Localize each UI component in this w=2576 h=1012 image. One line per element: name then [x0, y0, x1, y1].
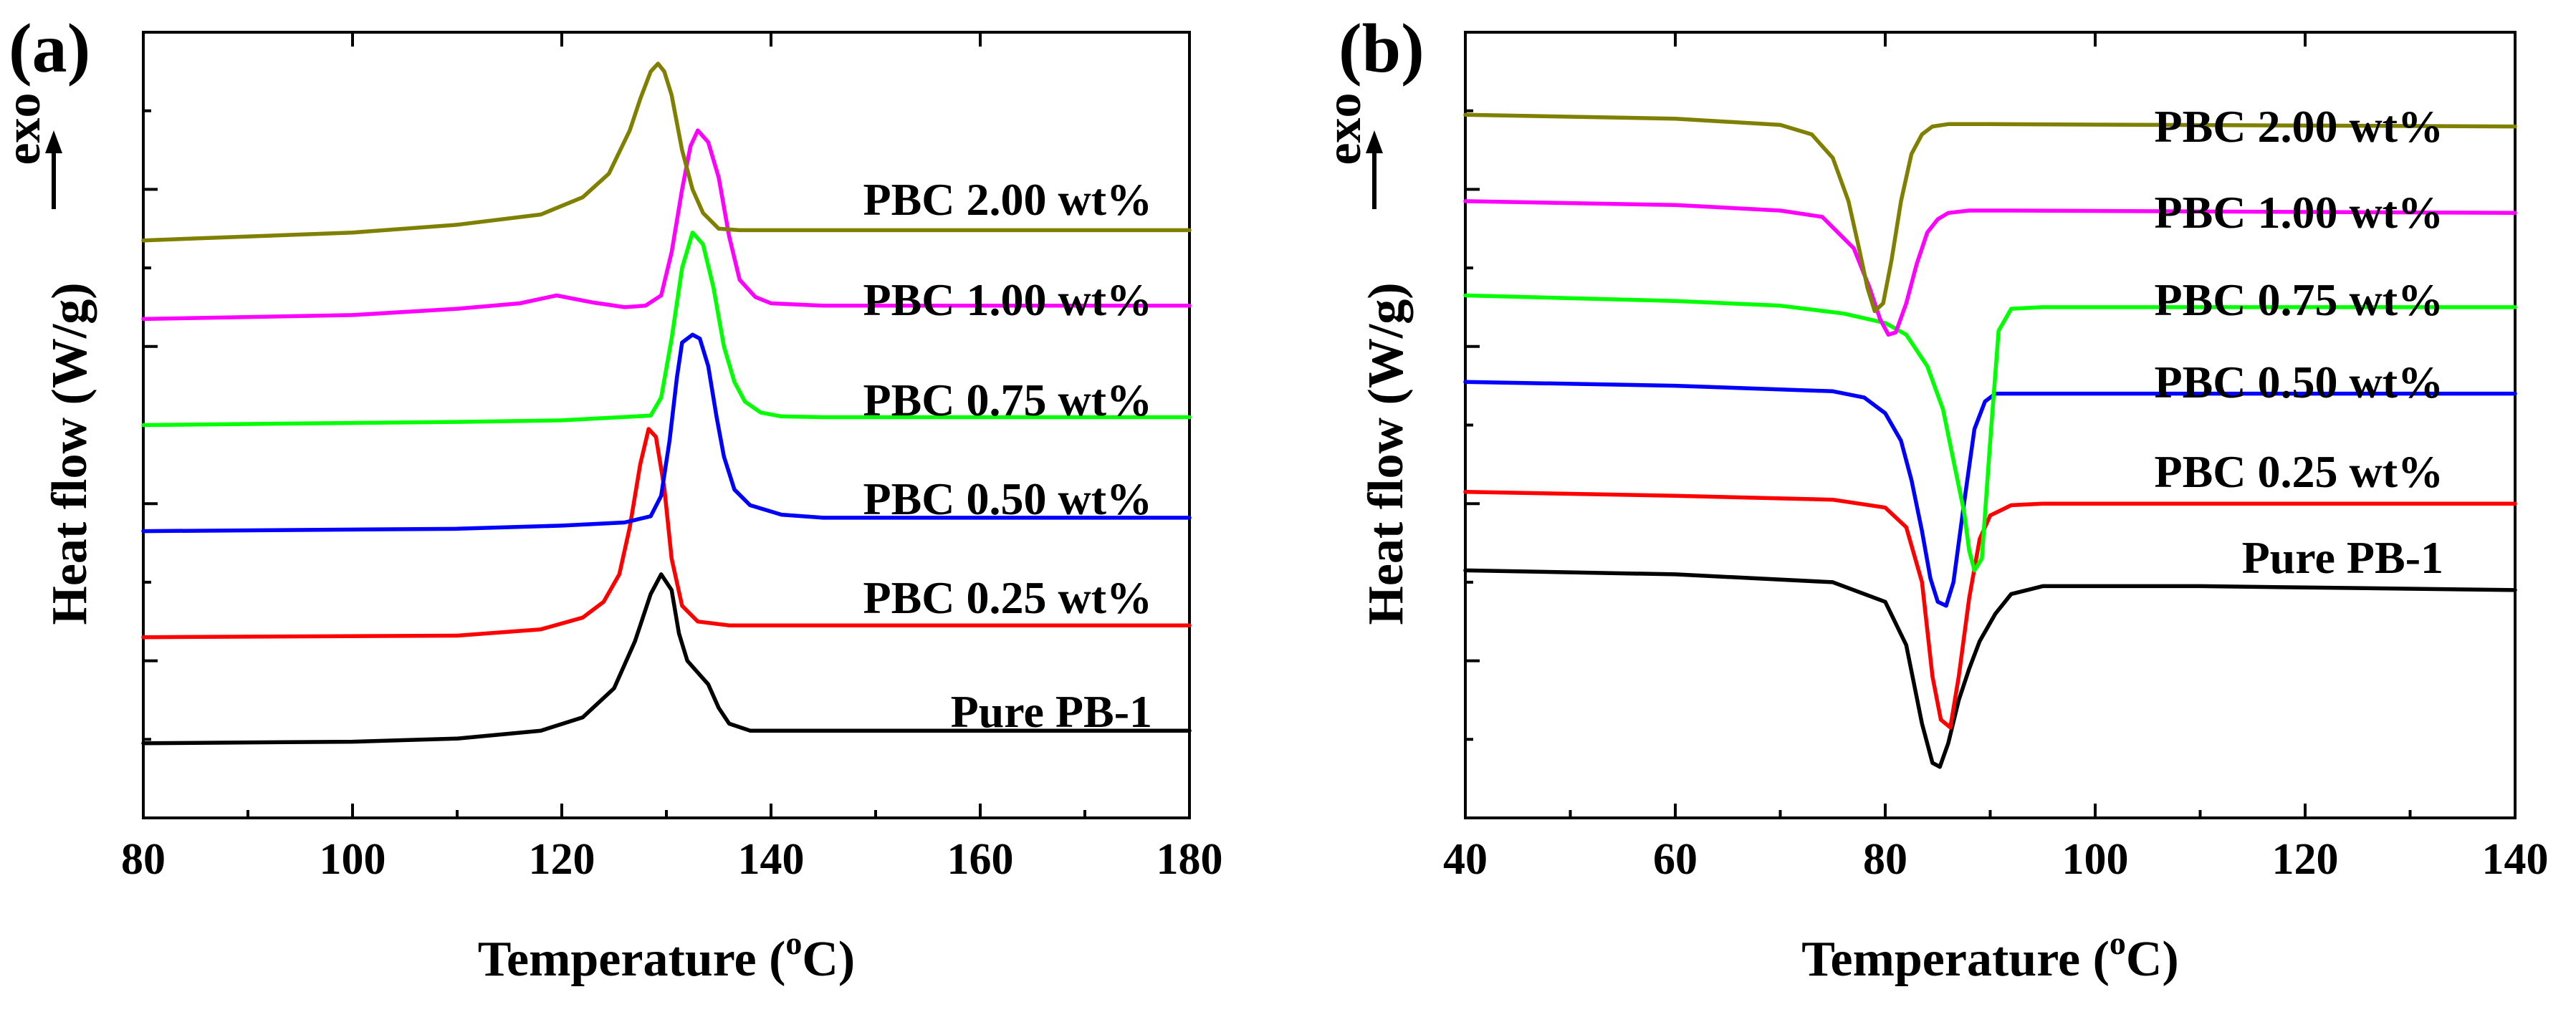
legend-label-5: PBC 2.00 wt%: [2154, 101, 2443, 152]
x-tick-label: 60: [1653, 835, 1698, 884]
y-axis-title: Heat flow (W/g): [42, 282, 97, 625]
exo-label: exo: [0, 92, 51, 165]
panel-label: (a): [9, 10, 90, 87]
legend-label-1: PBC 0.25 wt%: [2154, 446, 2443, 497]
x-tick-label: 80: [121, 835, 166, 884]
legend-label-3: PBC 0.75 wt%: [2154, 274, 2443, 325]
panel-label: (b): [1339, 10, 1425, 87]
series-line-2: [141, 332, 1192, 534]
series-line-4: [1463, 199, 2517, 337]
series-line-0: [141, 572, 1192, 746]
x-tick-label: 100: [2062, 835, 2129, 884]
series-line-0: [1463, 568, 2517, 769]
legend-label-3: PBC 0.75 wt%: [863, 375, 1152, 425]
legend-label-2: PBC 0.50 wt%: [863, 473, 1152, 524]
series-line-1: [1463, 489, 2517, 730]
exo-up-arrow-icon: [45, 130, 62, 209]
legend-label-0: Pure PB-1: [2242, 532, 2443, 583]
x-tick-label: 120: [2272, 835, 2339, 884]
legend-label-4: PBC 1.00 wt%: [2154, 187, 2443, 238]
x-tick-label: 100: [320, 835, 386, 884]
legend-label-2: PBC 0.50 wt%: [2154, 357, 2443, 408]
x-axis-title: Temperature (oC): [478, 925, 856, 987]
series-line-3: [1463, 293, 2517, 573]
series-line-3: [141, 230, 1192, 428]
exo-up-arrow-icon: [1366, 130, 1383, 209]
x-tick-label: 140: [738, 835, 805, 884]
series-line-5: [1463, 112, 2517, 314]
legend-label-5: PBC 2.00 wt%: [863, 174, 1152, 225]
x-tick-label: 180: [1157, 835, 1223, 884]
x-tick-label: 160: [947, 835, 1014, 884]
legend-label-0: Pure PB-1: [951, 686, 1152, 737]
exo-label: exo: [1316, 92, 1371, 165]
x-tick-label: 40: [1443, 835, 1488, 884]
x-tick-label: 140: [2482, 835, 2549, 884]
x-axis-title: Temperature (oC): [1801, 925, 2179, 987]
panel-a: 80 100 120 140 160 180 Temperature (oC) Heat fl…: [0, 10, 1223, 987]
x-tick-label: 80: [1863, 835, 1907, 884]
y-axis-title: Heat flow (W/g): [1359, 282, 1414, 625]
series-line-1: [141, 427, 1192, 640]
x-tick-label: 120: [529, 835, 595, 884]
panel-b: 40 60 80 100 120 140 Temperature (oC) Heat flow…: [1316, 10, 2549, 987]
legend-label-1: PBC 0.25 wt%: [863, 572, 1152, 623]
legend-label-4: PBC 1.00 wt%: [863, 274, 1152, 325]
series-line-5: [141, 62, 1192, 243]
